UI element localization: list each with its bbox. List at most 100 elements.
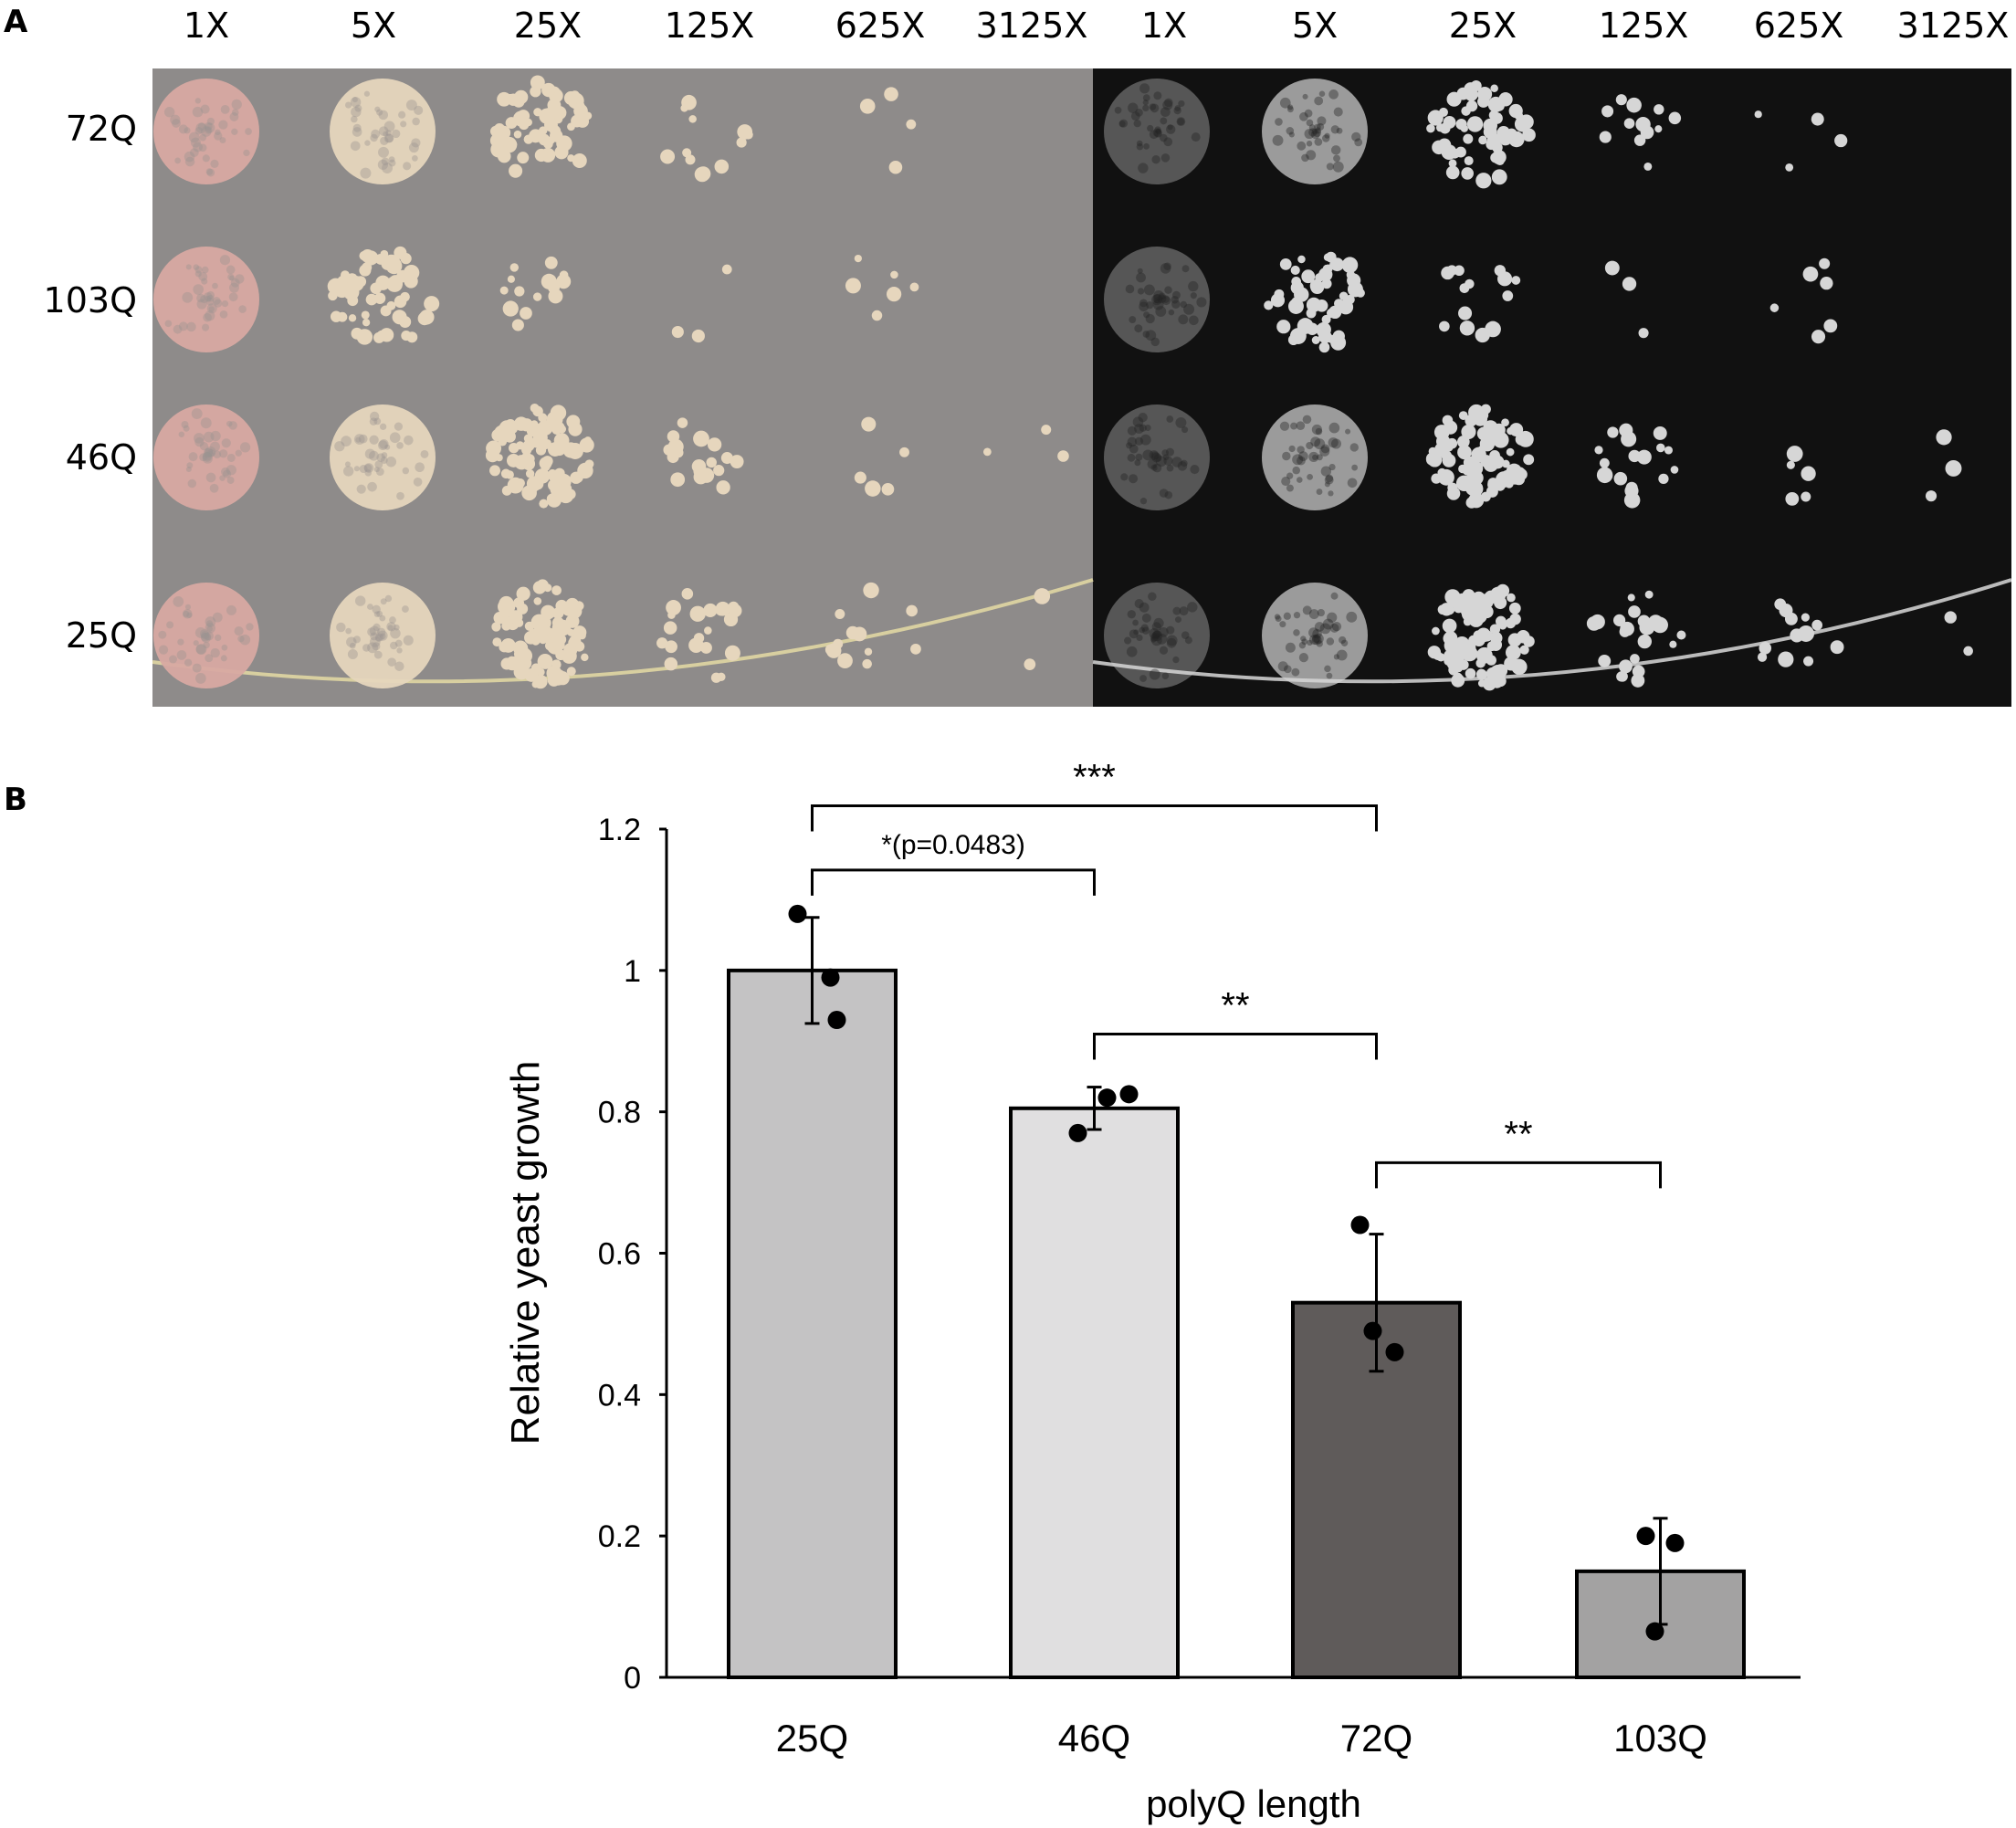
significance-label: ** — [1221, 986, 1249, 1026]
colony-spot — [1426, 80, 1536, 189]
colony-spot — [1785, 446, 1816, 506]
colony-spot — [1262, 583, 1368, 688]
colony-spot — [153, 404, 259, 510]
data-point-103Q — [1645, 1622, 1664, 1641]
colony-spot — [1262, 79, 1368, 184]
strain-label: 103Q — [43, 280, 137, 320]
dilution-label: 25X — [1448, 5, 1517, 46]
colony-spot — [491, 579, 589, 689]
y-tick-label: 0.2 — [598, 1519, 641, 1554]
colony-spot — [824, 582, 921, 669]
dilution-label: 1X — [1140, 5, 1188, 46]
error-bar-25Q — [804, 916, 820, 1025]
colony-spot — [1104, 404, 1210, 510]
colony-spot — [1439, 265, 1521, 343]
colony-spot — [1586, 590, 1686, 688]
colony-spot — [1024, 588, 1051, 670]
colony-spot — [153, 247, 259, 352]
dilution-label: 625X — [1753, 5, 1844, 46]
data-point-103Q — [1665, 1533, 1685, 1552]
dilution-label: 125X — [1598, 5, 1689, 46]
x-tick-label: 46Q — [1058, 1717, 1130, 1760]
dilution-label: 1X — [183, 5, 230, 46]
strain-label: 25Q — [65, 615, 137, 656]
colony-spot — [1944, 611, 1973, 657]
colony-spot — [489, 75, 593, 178]
plate-rim — [1092, 578, 2011, 684]
y-tick-label: 0.6 — [598, 1237, 641, 1272]
colony-spot — [1425, 404, 1535, 509]
data-point-72Q — [1363, 1321, 1382, 1340]
colony-spot — [330, 583, 436, 688]
dilution-label: 3125X — [1896, 5, 2010, 46]
spot-assay-plates — [152, 68, 2011, 707]
colony-spot — [1757, 598, 1844, 667]
data-point-72Q — [1350, 1215, 1370, 1234]
colony-spot — [1594, 423, 1679, 509]
colony-spot — [656, 588, 742, 683]
dilution-label: 625X — [835, 5, 926, 46]
colony-spot — [663, 417, 744, 495]
dilution-label: 25X — [513, 5, 583, 46]
x-tick-label: 103Q — [1613, 1717, 1707, 1760]
colony-spot — [330, 79, 436, 184]
error-bar-72Q — [1369, 1233, 1384, 1373]
data-point-46Q — [1097, 1088, 1117, 1108]
x-axis-title: polyQ length — [1146, 1782, 1361, 1825]
colony-spot — [1104, 583, 1210, 688]
colony-spot — [854, 416, 909, 497]
dilution-label: 125X — [664, 5, 755, 46]
data-point-103Q — [1636, 1527, 1655, 1546]
colony-spot — [327, 246, 440, 345]
plate-rim — [152, 578, 1094, 684]
significance-bracket — [1093, 1033, 1378, 1060]
error-bar-46Q — [1087, 1086, 1102, 1131]
y-tick-label: 0.4 — [598, 1378, 641, 1413]
panel-b-label: B — [4, 782, 27, 818]
data-point-46Q — [1119, 1085, 1139, 1104]
colony-spot — [1104, 79, 1210, 184]
colony-spot — [1604, 260, 1649, 339]
y-tick-label: 1.2 — [598, 813, 641, 847]
colony-spot — [1427, 583, 1535, 691]
dilution-label: 3125X — [975, 5, 1088, 46]
colony-spot — [485, 403, 594, 509]
colony-spot — [1599, 94, 1682, 171]
colony-spot — [845, 254, 919, 321]
x-tick-label: 72Q — [1340, 1717, 1412, 1760]
colony-spot — [1769, 257, 1838, 344]
significance-bracket — [811, 804, 1378, 832]
significance-label: *** — [1073, 757, 1116, 797]
x-tick-label: 25Q — [776, 1717, 848, 1760]
colony-spot — [1262, 404, 1368, 510]
data-point-25Q — [827, 1011, 846, 1030]
y-tick-label: 1 — [624, 954, 641, 989]
colony-spot — [1754, 110, 1848, 172]
significance-label: *(p=0.0483) — [881, 830, 1025, 860]
bar-46Q — [1009, 1106, 1180, 1679]
dilution-label: 5X — [350, 5, 397, 46]
plate-grayscale-image — [1093, 68, 2011, 707]
colony-spot — [671, 264, 732, 343]
colony-spot — [1104, 247, 1210, 352]
data-point-72Q — [1385, 1342, 1404, 1361]
y-tick-label: 0.8 — [598, 1096, 641, 1130]
colony-spot — [153, 79, 259, 184]
colony-spot — [499, 256, 572, 331]
plate-color-image — [152, 68, 1093, 707]
panel-a-label: A — [4, 4, 28, 40]
strain-label: 46Q — [65, 437, 137, 478]
y-tick-label: 0 — [624, 1661, 641, 1696]
colony-spot — [330, 404, 436, 510]
dilution-label: 5X — [1291, 5, 1339, 46]
y-axis-title: Relative yeast growth — [503, 1061, 548, 1445]
significance-bracket — [811, 868, 1096, 896]
significance-bracket — [1375, 1161, 1662, 1189]
significance-label: ** — [1504, 1114, 1532, 1154]
bar-25Q — [727, 968, 898, 1680]
data-point-25Q — [788, 904, 807, 923]
data-point-25Q — [821, 968, 840, 987]
colony-spot — [982, 425, 1069, 462]
data-point-46Q — [1068, 1123, 1087, 1142]
